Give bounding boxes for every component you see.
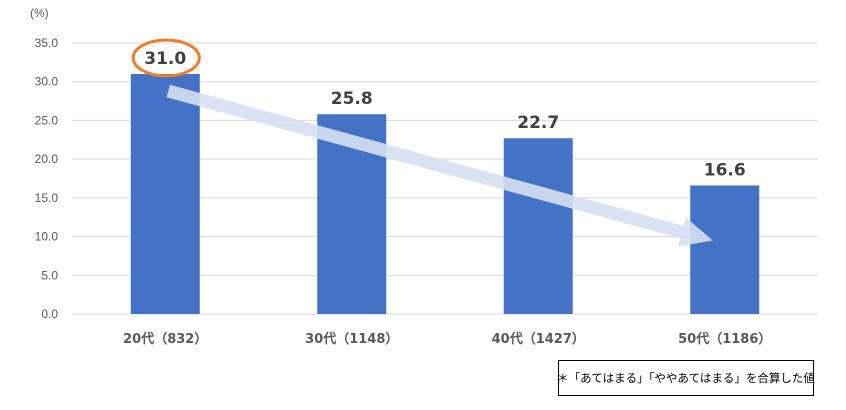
y-tick-label: 5.0 (41, 268, 58, 282)
x-tick-label: 40代（1427） (492, 331, 585, 347)
y-tick-label: 35.0 (35, 36, 59, 50)
y-tick-label: 30.0 (35, 75, 59, 89)
bar-1 (130, 73, 200, 314)
footnote-box: ＊「あてはまる」「ややあてはまる」を合算した値 (557, 360, 815, 396)
data-label: 22.7 (517, 113, 559, 133)
y-tick-label: 15.0 (35, 191, 59, 205)
y-tick-label: 10.0 (35, 230, 59, 244)
y-tick-label: 20.0 (35, 152, 59, 166)
data-label: 16.6 (704, 160, 746, 180)
x-tick-label: 20代（832） (123, 331, 207, 347)
bar-3 (503, 138, 573, 314)
x-tick-label: 50代（1186） (678, 331, 771, 347)
data-label: 25.8 (331, 89, 373, 109)
y-axis-unit-label: (%) (30, 6, 49, 20)
trend-arrow-shaft (166, 84, 684, 239)
highlight-ellipse (131, 38, 201, 78)
trend-arrow-head (677, 217, 713, 247)
y-axis-ticks: 0.0 5.0 10.0 15.0 20.0 25.0 30.0 35.0 (35, 36, 59, 321)
trend-arrow (166, 84, 713, 247)
data-label: 31.0 (144, 49, 186, 69)
x-tick-label: 30代（1148） (305, 331, 398, 347)
y-tick-label: 25.0 (35, 113, 59, 127)
bar-4 (690, 185, 760, 314)
footnote-text: ＊「あてはまる」「ややあてはまる」を合算した値 (557, 371, 815, 385)
data-labels: 31.0 25.8 22.7 16.6 (131, 38, 746, 180)
y-tick-label: 0.0 (41, 307, 58, 321)
x-axis-ticks: 20代（832） 30代（1148） 40代（1427） 50代（1186） (123, 331, 771, 347)
bars (130, 73, 760, 314)
